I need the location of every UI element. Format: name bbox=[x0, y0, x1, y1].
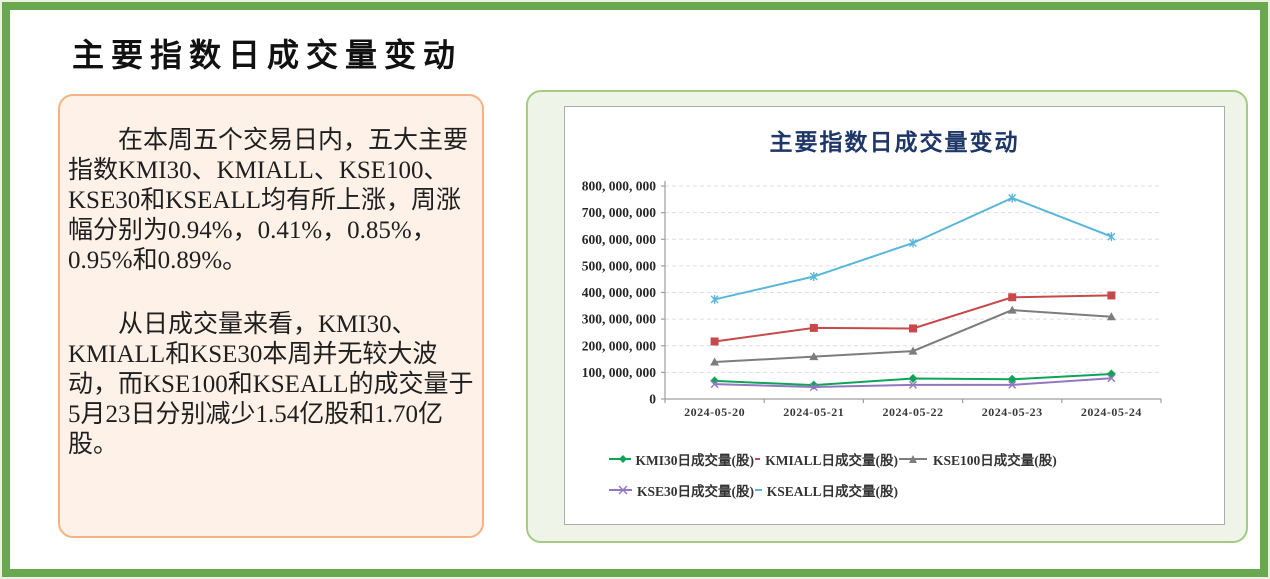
marker-square bbox=[1008, 293, 1017, 302]
marker-square bbox=[909, 324, 917, 333]
legend-item: KSE30日成交量(股) bbox=[608, 482, 754, 499]
y-tick-label: 0 bbox=[649, 392, 656, 407]
x-tick-label: 2024-05-20 bbox=[684, 405, 745, 419]
x-tick-label: 2024-05-22 bbox=[883, 405, 944, 419]
legend-item: KMIALL日成交量(股) bbox=[754, 451, 898, 468]
y-tick-label: 500, 000, 000 bbox=[582, 258, 657, 273]
marker-square bbox=[809, 323, 818, 332]
marker-diamond bbox=[809, 380, 819, 390]
marker-x bbox=[909, 380, 917, 389]
y-tick-label: 200, 000, 000 bbox=[582, 338, 657, 353]
y-tick-label: 800, 000, 000 bbox=[582, 179, 657, 194]
legend-item: KSEALL日成交量(股) bbox=[754, 482, 898, 499]
marker-square bbox=[1107, 291, 1116, 300]
marker-triangle bbox=[908, 346, 918, 355]
x-tick-label: 2024-05-23 bbox=[982, 405, 1043, 419]
y-tick-label: 100, 000, 000 bbox=[582, 365, 657, 380]
legend-marker-icon bbox=[609, 485, 632, 495]
line-chart-plot: 0 100, 000, 000 200, 000, 000 300, 000, 000… bbox=[582, 179, 1162, 419]
marker-diamond bbox=[1106, 369, 1116, 379]
legend-item: KSE100日成交量(股) bbox=[898, 451, 1057, 468]
chart-title: 主要指数日成交量变动 bbox=[769, 130, 1020, 155]
marker-square bbox=[710, 337, 719, 346]
y-tick-label: 300, 000, 000 bbox=[582, 312, 657, 327]
legend-label: KMI30日成交量(股) bbox=[635, 453, 755, 468]
y-tick-label: 400, 000, 000 bbox=[582, 285, 657, 300]
marker-diamond bbox=[710, 376, 720, 386]
marker-diamond bbox=[908, 373, 918, 383]
legend-item: KMI30日成交量(股) bbox=[608, 451, 755, 468]
series-line bbox=[714, 196, 1112, 301]
y-tick-label: 700, 000, 000 bbox=[582, 205, 657, 220]
legend-marker-icon bbox=[755, 489, 762, 491]
marker-x bbox=[710, 380, 719, 389]
page-title: 主要指数日成交量变动 bbox=[72, 37, 463, 73]
x-tick-label: 2024-05-21 bbox=[783, 405, 844, 419]
chart-legend: KMI30日成交量(股) KMIALL日成交量(股) KSE100日成交量(股) KS… bbox=[608, 451, 1057, 499]
y-tick-label: 600, 000, 000 bbox=[582, 232, 657, 247]
marker-triangle bbox=[1007, 305, 1017, 314]
marker-diamond bbox=[1007, 374, 1017, 384]
marker-triangle bbox=[809, 352, 819, 361]
chart-area: 主要指数日成交量变动 0 100, 000, 000 200, 000, 000 30… bbox=[564, 106, 1225, 525]
marker-triangle bbox=[710, 357, 720, 366]
legend-marker-icon bbox=[755, 458, 761, 460]
summary-paragraph-2: 从日成交量来看，KMI30、KMIALL和KSE30本周并无较大波动，而KSE1… bbox=[68, 311, 474, 458]
legend-label: KSEALL日成交量(股) bbox=[766, 484, 898, 499]
summary-panel: 在本周五个交易日内，五大主要指数KMI30、KMIALL、KSE100、KSE3… bbox=[58, 94, 484, 538]
legend-marker-icon bbox=[609, 455, 631, 463]
legend-marker-icon bbox=[899, 455, 927, 463]
legend-label: KSE30日成交量(股) bbox=[636, 484, 754, 499]
series-line bbox=[714, 294, 1112, 343]
legend-label: KSE100日成交量(股) bbox=[933, 453, 1057, 468]
chart-panel: 主要指数日成交量变动 0 100, 000, 000 200, 000, 000 30… bbox=[526, 90, 1248, 543]
marker-triangle bbox=[1106, 312, 1116, 321]
marker-x bbox=[1107, 374, 1116, 383]
marker-x bbox=[809, 383, 818, 392]
legend-label: KMIALL日成交量(股) bbox=[765, 453, 898, 468]
summary-paragraph-1: 在本周五个交易日内，五大主要指数KMI30、KMIALL、KSE100、KSE3… bbox=[68, 127, 469, 274]
x-tick-label: 2024-05-24 bbox=[1081, 405, 1142, 419]
marker-x bbox=[1008, 380, 1017, 389]
